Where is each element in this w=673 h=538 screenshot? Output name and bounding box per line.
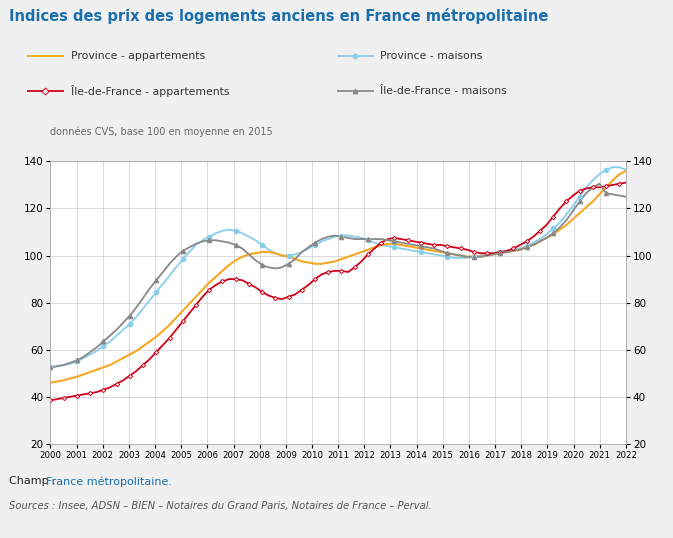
Text: Indices des prix des logements anciens en France métropolitaine: Indices des prix des logements anciens e…: [9, 8, 548, 24]
Text: Champ :: Champ :: [9, 476, 59, 486]
Text: Île-de-France - maisons: Île-de-France - maisons: [380, 87, 507, 96]
Text: Province - maisons: Province - maisons: [380, 52, 483, 61]
Text: Province - appartements: Province - appartements: [71, 52, 205, 61]
Text: Sources : Insee, ADSN – BIEN – Notaires du Grand Paris, Notaires de France – Per: Sources : Insee, ADSN – BIEN – Notaires …: [9, 501, 431, 512]
Text: France métropolitaine.: France métropolitaine.: [46, 476, 172, 487]
Text: Île-de-France - appartements: Île-de-France - appartements: [71, 86, 229, 97]
Text: données CVS, base 100 en moyenne en 2015: données CVS, base 100 en moyenne en 2015: [50, 126, 273, 137]
